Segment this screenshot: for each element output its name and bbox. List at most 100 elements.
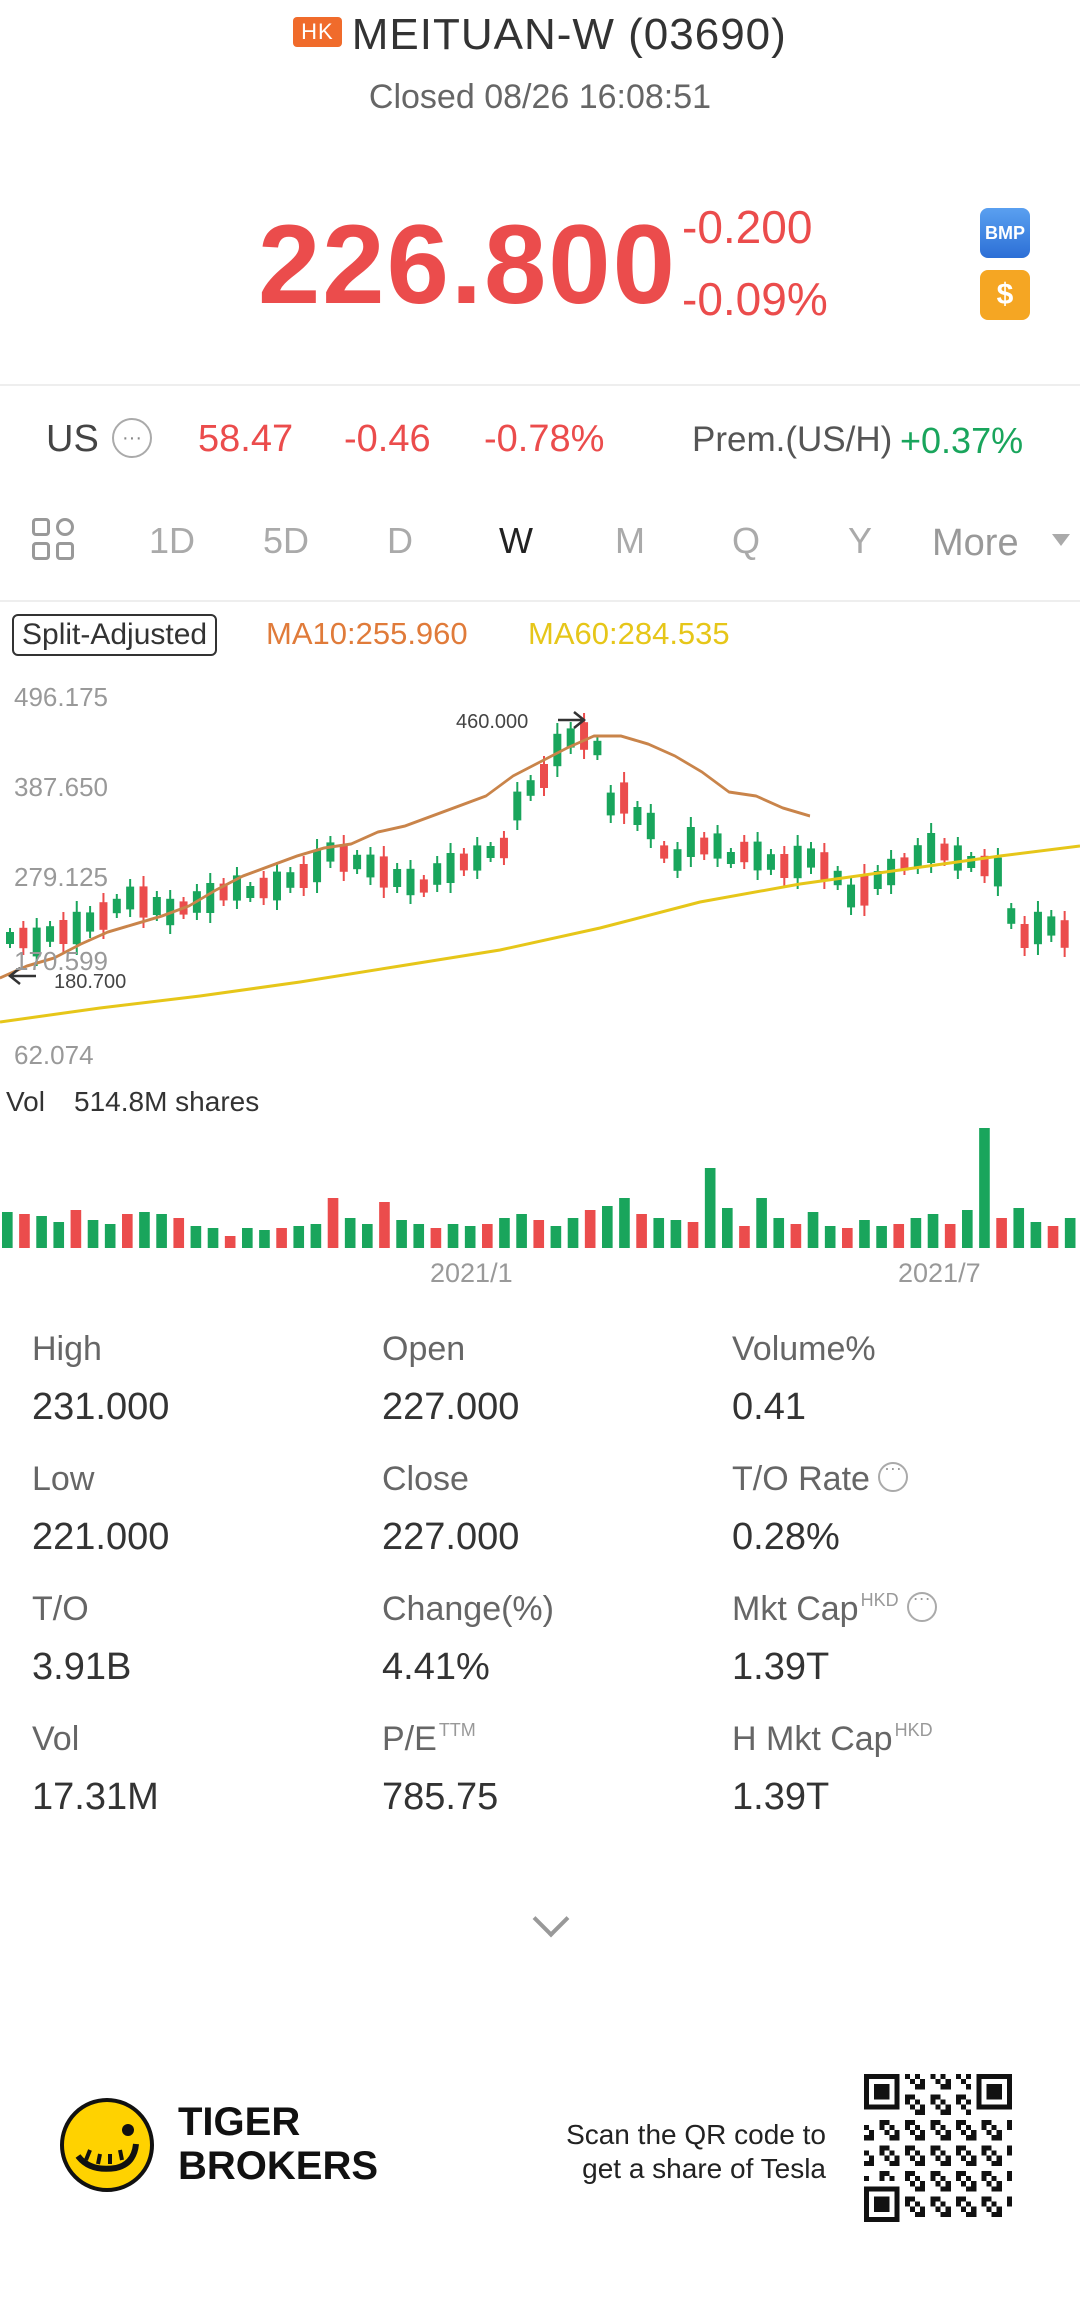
candle — [780, 854, 789, 878]
volume-bar — [756, 1198, 767, 1248]
volume-bar — [1013, 1208, 1025, 1248]
split-adjusted-toggle[interactable]: Split-Adjusted — [12, 614, 218, 656]
high-marker: 460.000 — [456, 711, 587, 733]
market-badge: HK — [293, 17, 342, 47]
stat-value: 227.000 — [382, 1386, 520, 1428]
divider — [0, 600, 1080, 602]
candle — [1060, 920, 1069, 948]
candle — [993, 857, 1002, 887]
volume-bar — [362, 1224, 373, 1248]
tab-1d[interactable]: 1D — [148, 520, 196, 561]
stat-value: 221.000 — [32, 1516, 170, 1558]
candle — [86, 912, 95, 932]
candle — [793, 845, 802, 879]
candle — [232, 875, 241, 901]
tab-year[interactable]: Y — [847, 520, 872, 561]
volume-bar — [430, 1228, 442, 1248]
candle — [686, 827, 695, 857]
tab-week[interactable]: W — [499, 520, 533, 561]
chevron-down-icon[interactable] — [532, 1900, 570, 1938]
volume-bar — [464, 1226, 476, 1248]
candle — [419, 879, 428, 893]
candle — [860, 874, 869, 906]
candle — [1007, 908, 1016, 924]
volume-bar — [207, 1228, 219, 1248]
more-options-icon[interactable]: ··· — [112, 418, 152, 458]
volume-bar — [224, 1236, 236, 1248]
tab-month[interactable]: M — [615, 520, 645, 561]
price-change: -0.200 — [682, 201, 813, 253]
info-icon[interactable] — [877, 1458, 908, 1492]
candle — [606, 792, 615, 816]
layout-grid-icon[interactable] — [32, 518, 78, 564]
tab-day[interactable]: D — [387, 520, 413, 561]
stat-value: 3.91B — [32, 1646, 132, 1688]
candle — [406, 868, 415, 896]
volume-bar — [979, 1128, 990, 1248]
us-price: 58.47 — [198, 418, 294, 460]
volume-bar — [53, 1222, 65, 1248]
stock-name: MEITUAN-W (03690) — [351, 10, 787, 59]
volume-chart[interactable] — [0, 1124, 1080, 1252]
candle — [820, 852, 829, 880]
volume-bar — [584, 1210, 596, 1248]
candlestick-chart[interactable]: 460.000 180.700 — [0, 666, 1080, 1076]
candle — [540, 764, 548, 788]
candle — [633, 807, 642, 825]
stat-value: 1.39T — [732, 1776, 830, 1818]
candle — [46, 926, 55, 942]
x-axis-label: 2021/1 — [430, 1258, 513, 1288]
volume-bar — [670, 1220, 682, 1248]
candle — [366, 854, 375, 878]
info-icon[interactable] — [906, 1588, 937, 1622]
volume-bar — [327, 1198, 339, 1248]
volume-bar — [19, 1214, 30, 1248]
tab-quarter[interactable]: Q — [731, 520, 760, 561]
dollar-icon[interactable]: $ — [980, 270, 1030, 320]
candle — [206, 883, 215, 913]
qr-code — [864, 2074, 1012, 2222]
stat-value: 1.39T — [732, 1646, 830, 1688]
volume-bar — [482, 1224, 493, 1248]
candle — [1047, 916, 1056, 936]
tab-more[interactable]: More — [932, 522, 1019, 564]
volume-bar — [790, 1224, 802, 1248]
ma10-line — [0, 734, 811, 980]
volume-bar — [653, 1218, 665, 1248]
candle — [1020, 924, 1029, 948]
volume-bar — [310, 1224, 322, 1248]
ma10-legend: MA10:255.960 — [266, 616, 468, 651]
volume-bar — [1064, 1218, 1076, 1248]
volume-bar — [122, 1214, 133, 1248]
candle — [246, 886, 255, 898]
premium-label: Prem.(US/H) — [692, 420, 893, 459]
ma60-legend: MA60:284.535 — [528, 616, 730, 651]
candle — [32, 927, 41, 957]
volume-bar — [70, 1210, 82, 1248]
candle — [486, 846, 495, 858]
bmp-icon[interactable]: BMP — [980, 208, 1030, 258]
candle — [566, 728, 575, 748]
candle — [59, 920, 68, 944]
stat-label: T/O Rate — [732, 1458, 908, 1499]
volume-bar — [173, 1218, 185, 1248]
candle — [807, 848, 815, 868]
chevron-down-icon[interactable] — [1052, 534, 1070, 546]
svg-text:460.000: 460.000 — [456, 711, 528, 733]
candle — [953, 845, 962, 871]
qr-caption: Scan the QR code to get a share of Tesla — [566, 2119, 826, 2184]
stock-title: HK MEITUAN-W (03690) — [0, 10, 1080, 60]
candle — [286, 872, 295, 888]
tab-5d[interactable]: 5D — [262, 520, 310, 561]
candle — [459, 853, 468, 871]
stat-label: Open — [382, 1330, 466, 1368]
volume-bar — [413, 1224, 425, 1248]
volume-bar — [396, 1220, 407, 1248]
stat-label: Vol — [32, 1720, 80, 1758]
volume-bar — [516, 1214, 527, 1248]
volume-bar — [1047, 1226, 1059, 1248]
arrow-right-icon — [558, 711, 587, 729]
candle — [900, 857, 909, 871]
low-marker: 180.700 — [7, 967, 126, 993]
candle — [473, 845, 482, 871]
